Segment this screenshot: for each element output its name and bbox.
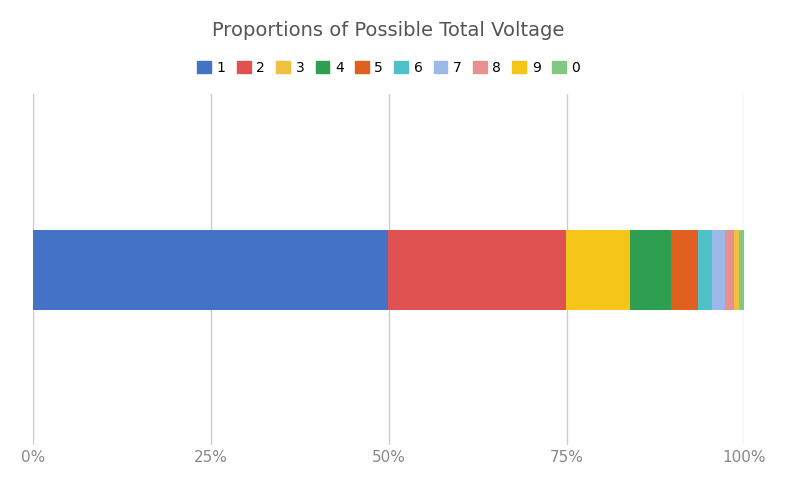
Legend: 1, 2, 3, 4, 5, 6, 7, 8, 9, 0: 1, 2, 3, 4, 5, 6, 7, 8, 9, 0 — [192, 55, 586, 81]
Bar — [698, 229, 712, 310]
Bar — [725, 229, 733, 310]
Bar — [33, 229, 388, 310]
Bar — [712, 229, 725, 310]
Bar — [388, 229, 566, 310]
Bar — [740, 229, 745, 310]
Bar — [733, 229, 740, 310]
Bar — [630, 229, 671, 310]
Title: Proportions of Possible Total Voltage: Proportions of Possible Total Voltage — [212, 21, 565, 40]
Bar — [671, 229, 698, 310]
Bar — [566, 229, 630, 310]
